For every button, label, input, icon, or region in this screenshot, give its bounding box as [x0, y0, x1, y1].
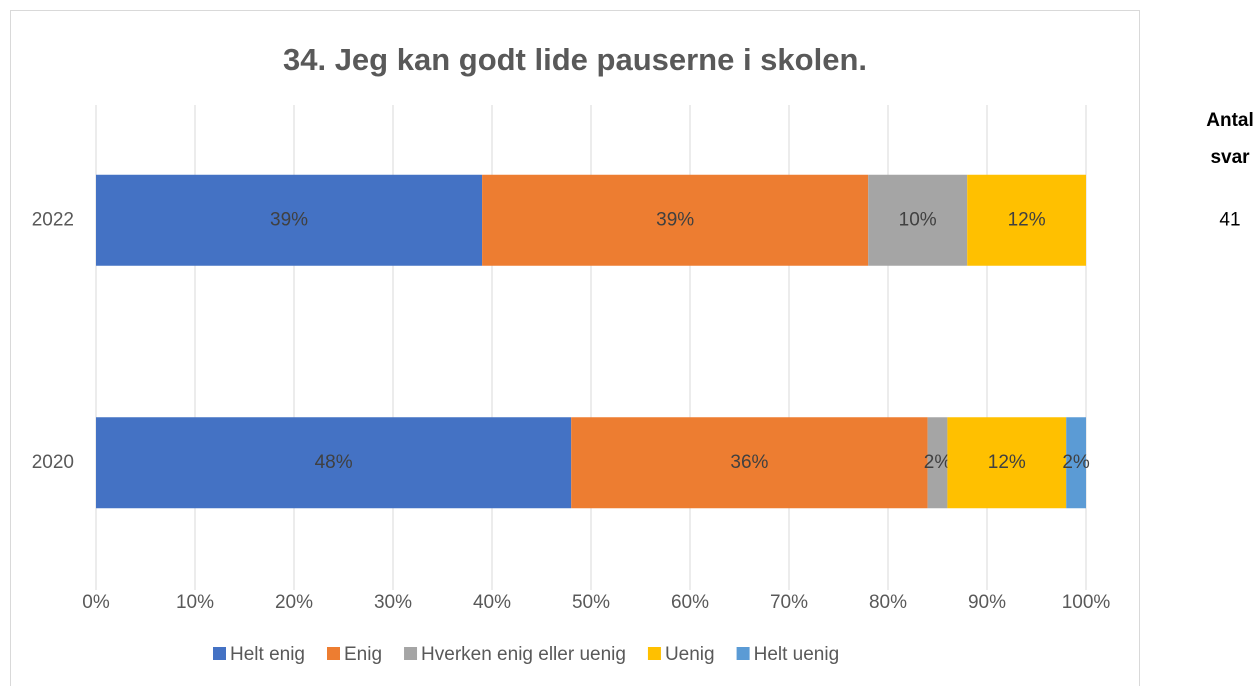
x-tick-label: 30% — [374, 592, 412, 613]
count-header: Antal — [1206, 110, 1254, 131]
data-label: 36% — [730, 452, 768, 473]
chart-title: 34. Jeg kan godt lide pauserne i skolen. — [283, 42, 867, 77]
legend-label: Enig — [344, 644, 382, 665]
bar-segment — [571, 417, 928, 509]
legend-swatch — [736, 647, 750, 660]
x-tick-label: 100% — [1062, 592, 1111, 613]
data-label: 12% — [1008, 209, 1046, 230]
data-label: 2% — [1062, 452, 1090, 473]
legend-swatch — [327, 647, 340, 660]
bar-segment — [967, 174, 1086, 266]
data-label: 39% — [270, 209, 308, 230]
bar-segment — [1066, 417, 1086, 509]
legend-swatch — [404, 647, 418, 660]
y-tick-label: 2022 — [32, 209, 74, 230]
chart-frame — [10, 10, 1140, 686]
data-label: 2% — [924, 452, 952, 473]
x-tick-label: 60% — [671, 592, 709, 613]
bar-segment — [96, 417, 572, 509]
x-tick-label: 70% — [770, 592, 808, 613]
bar-segment — [947, 417, 1067, 509]
legend-swatch — [213, 647, 226, 660]
data-label: 10% — [899, 209, 937, 230]
bar-segment — [482, 174, 869, 266]
legend-label: Uenig — [665, 644, 715, 665]
data-label: 12% — [988, 452, 1026, 473]
x-tick-label: 20% — [275, 592, 313, 613]
legend-label: Helt uenig — [754, 644, 840, 665]
x-tick-label: 40% — [473, 592, 511, 613]
legend-swatch — [647, 647, 661, 660]
x-tick-label: 0% — [82, 592, 110, 613]
y-tick-label: 2020 — [32, 452, 74, 473]
data-label: 39% — [656, 209, 694, 230]
legend-label: Helt enig — [230, 644, 305, 665]
data-label: 48% — [315, 452, 353, 473]
x-tick-label: 90% — [968, 592, 1006, 613]
bar-segment — [96, 174, 483, 266]
legend-label: Hverken enig eller uenig — [421, 644, 626, 665]
x-tick-label: 80% — [869, 592, 907, 613]
x-tick-label: 50% — [572, 592, 610, 613]
x-tick-label: 10% — [176, 592, 214, 613]
bar-segment — [927, 417, 948, 509]
count-value: 41 — [1219, 209, 1240, 230]
bar-segment — [868, 174, 968, 266]
count-header: svar — [1210, 147, 1250, 168]
